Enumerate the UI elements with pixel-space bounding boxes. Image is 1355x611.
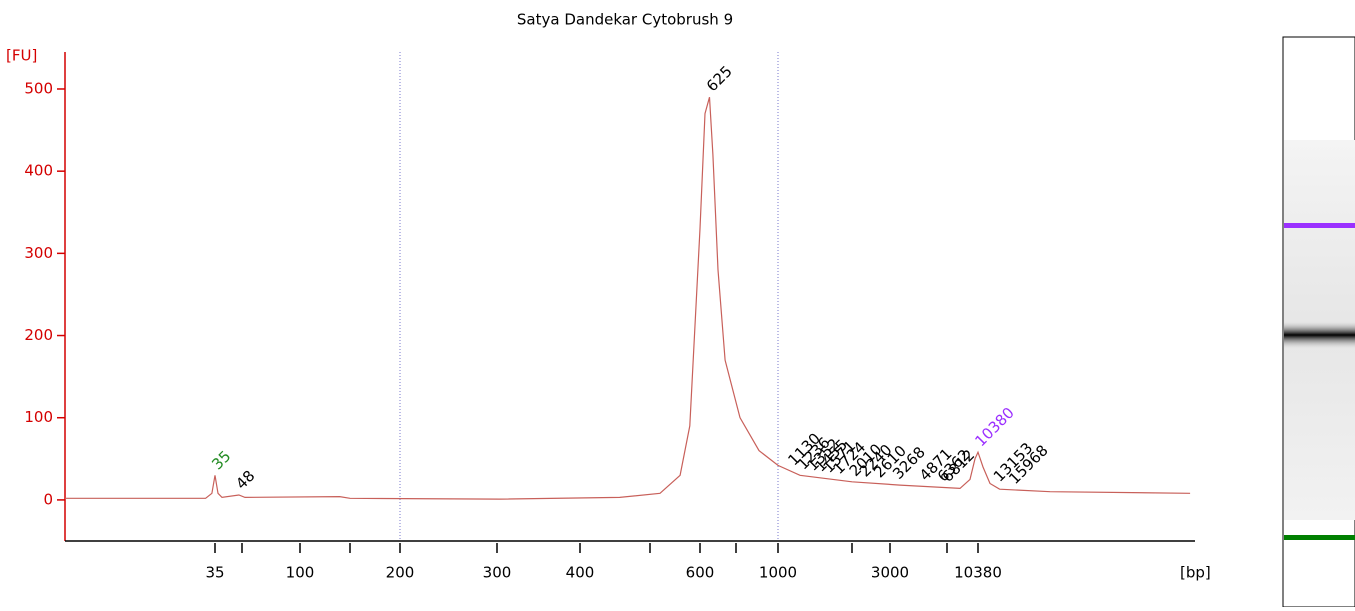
x-tick-label: 1000 [759,564,797,582]
y-tick-label: 0 [43,490,53,508]
peak-label: 35 [208,447,234,473]
chart-title: Satya Dandekar Cytobrush 9 [517,11,733,29]
y-tick-label: 500 [24,79,53,97]
trace [65,97,1191,500]
x-axis-label: [bp] [1180,564,1211,582]
peak-label: 10380 [971,404,1017,450]
x-tick-label: 35 [205,564,224,582]
x-tick-label: 100 [286,564,315,582]
peak-label: 625 [703,62,736,95]
x-tick-label: 10380 [954,564,1002,582]
y-tick-label: 300 [24,244,53,262]
x-tick-label: 600 [686,564,715,582]
y-tick-label: 200 [24,326,53,344]
x-tick-label: 300 [483,564,512,582]
y-tick-label: 100 [24,408,53,426]
y-tick-label: 400 [24,162,53,180]
x-tick-label: 400 [566,564,595,582]
y-axis-label: [FU] [6,47,37,65]
gel-lane [1282,36,1355,608]
peak-label: 48 [232,467,258,493]
x-tick-label: 3000 [871,564,909,582]
x-tick-label: 200 [386,564,415,582]
